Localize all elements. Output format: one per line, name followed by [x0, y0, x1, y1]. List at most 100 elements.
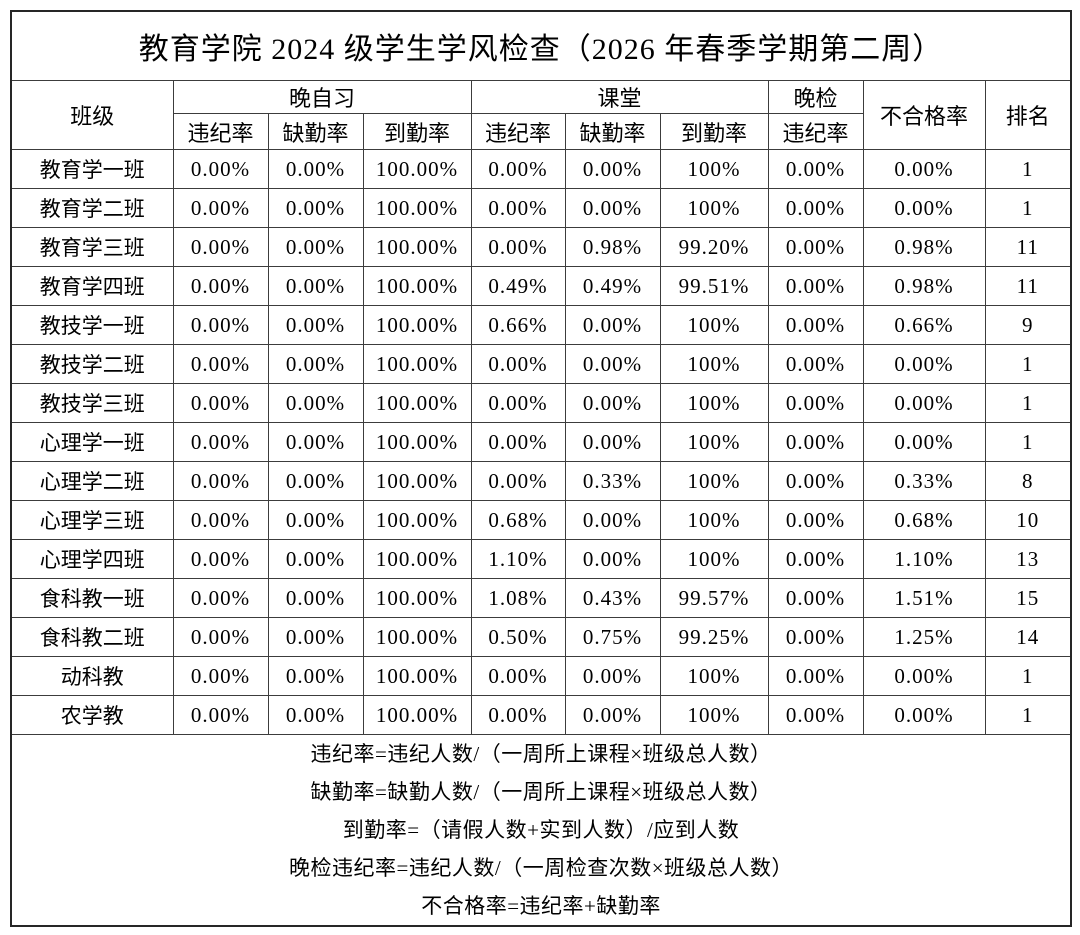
value-cell: 1	[984, 149, 1072, 189]
table-row: 心理学三班 0.00% 0.00% 100.00% 0.68% 0.00% 100% 0.00…	[10, 500, 1072, 540]
notes-row: 违纪率=违纪人数/（一周所上课程×班级总人数） 缺勤率=缺勤人数/（一周所上课程×…	[10, 734, 1072, 927]
value-cell: 1	[984, 344, 1072, 384]
value-cell: 0.00%	[470, 188, 566, 228]
value-cell: 100%	[659, 344, 769, 384]
value-cell: 0.00%	[862, 422, 986, 462]
col-header-class: 班级	[10, 80, 174, 150]
value-cell: 100.00%	[362, 344, 472, 384]
note-line: 违纪率=违纪人数/（一周所上课程×班级总人数）	[310, 742, 772, 766]
value-cell: 100.00%	[362, 656, 472, 696]
value-cell: 0.00%	[172, 656, 269, 696]
class-name-cell: 教育学二班	[10, 188, 174, 228]
class-name-cell: 心理学三班	[10, 500, 174, 540]
value-cell: 0.00%	[564, 500, 661, 540]
value-cell: 0.00%	[267, 149, 364, 189]
value-cell: 0.00%	[172, 617, 269, 657]
value-cell: 0.00%	[267, 305, 364, 345]
value-cell: 0.00%	[564, 422, 661, 462]
value-cell: 0.00%	[564, 149, 661, 189]
value-cell: 0.00%	[267, 344, 364, 384]
value-cell: 0.00%	[172, 383, 269, 423]
value-cell: 0.49%	[470, 266, 566, 306]
note-line: 不合格率=违纪率+缺勤率	[421, 894, 661, 918]
title-row: 教育学院 2024 级学生学风检查（2026 年春季学期第二周）	[10, 10, 1072, 81]
value-cell: 99.57%	[659, 578, 769, 618]
value-cell: 99.25%	[659, 617, 769, 657]
table-row: 教育学三班 0.00% 0.00% 100.00% 0.00% 0.98% 99.20% 0.…	[10, 227, 1072, 267]
value-cell: 0.00%	[564, 383, 661, 423]
class-name-cell: 动科教	[10, 656, 174, 696]
value-cell: 100%	[659, 656, 769, 696]
value-cell: 0.00%	[267, 383, 364, 423]
col-group-evening-check: 晚检	[767, 80, 864, 114]
value-cell: 100%	[659, 461, 769, 501]
value-cell: 0.00%	[564, 188, 661, 228]
value-cell: 100%	[659, 149, 769, 189]
value-cell: 9	[984, 305, 1072, 345]
class-name-cell: 食科教二班	[10, 617, 174, 657]
value-cell: 100.00%	[362, 617, 472, 657]
table-row: 食科教二班 0.00% 0.00% 100.00% 0.50% 0.75% 99.25% 0.…	[10, 617, 1072, 657]
page-title: 教育学院 2024 级学生学风检查（2026 年春季学期第二周）	[10, 10, 1072, 81]
value-cell: 1	[984, 695, 1072, 735]
value-cell: 1.25%	[862, 617, 986, 657]
header-group-row: 班级 晚自习 课堂 晚检 不合格率 排名	[10, 80, 1072, 150]
value-cell: 15	[984, 578, 1072, 618]
col-header-rank: 排名	[984, 80, 1072, 150]
value-cell: 0.00%	[767, 344, 864, 384]
value-cell: 0.00%	[172, 266, 269, 306]
value-cell: 0.75%	[564, 617, 661, 657]
value-cell: 0.00%	[767, 227, 864, 267]
class-name-cell: 教育学一班	[10, 149, 174, 189]
class-name-cell: 教技学三班	[10, 383, 174, 423]
value-cell: 0.68%	[862, 500, 986, 540]
value-cell: 0.00%	[767, 500, 864, 540]
value-cell: 100.00%	[362, 305, 472, 345]
table-row: 教育学四班 0.00% 0.00% 100.00% 0.49% 0.49% 99.51% 0.…	[10, 266, 1072, 306]
value-cell: 0.00%	[267, 539, 364, 579]
value-cell: 0.00%	[767, 422, 864, 462]
col-group-classroom: 课堂	[470, 80, 769, 114]
col-header-evening-attendance-rate: 到勤率	[362, 113, 472, 150]
note-line: 缺勤率=缺勤人数/（一周所上课程×班级总人数）	[310, 780, 772, 804]
value-cell: 0.00%	[767, 539, 864, 579]
value-cell: 0.00%	[470, 422, 566, 462]
table-body: 教育学一班 0.00% 0.00% 100.00% 0.00% 0.00% 100% 0.00…	[10, 149, 1072, 735]
value-cell: 0.00%	[172, 461, 269, 501]
value-cell: 100.00%	[362, 227, 472, 267]
value-cell: 0.00%	[172, 422, 269, 462]
value-cell: 1.08%	[470, 578, 566, 618]
class-name-cell: 心理学一班	[10, 422, 174, 462]
col-header-evening-violation-rate: 违纪率	[172, 113, 269, 150]
table-row: 农学教 0.00% 0.00% 100.00% 0.00% 0.00% 100% 0.00% 0…	[10, 695, 1072, 735]
value-cell: 100.00%	[362, 500, 472, 540]
discipline-check-table: 教育学院 2024 级学生学风检查（2026 年春季学期第二周） 班级 晚自习 …	[10, 10, 1073, 927]
col-header-check-violation-rate: 违纪率	[767, 113, 864, 150]
class-name-cell: 教技学二班	[10, 344, 174, 384]
value-cell: 0.00%	[267, 578, 364, 618]
value-cell: 0.98%	[862, 227, 986, 267]
value-cell: 100%	[659, 305, 769, 345]
value-cell: 100%	[659, 500, 769, 540]
value-cell: 99.20%	[659, 227, 769, 267]
value-cell: 100.00%	[362, 188, 472, 228]
value-cell: 0.98%	[564, 227, 661, 267]
value-cell: 0.00%	[767, 305, 864, 345]
value-cell: 0.00%	[172, 149, 269, 189]
value-cell: 0.33%	[862, 461, 986, 501]
col-header-class-violation-rate: 违纪率	[470, 113, 566, 150]
class-name-cell: 教育学四班	[10, 266, 174, 306]
note-line: 到勤率=（请假人数+实到人数）/应到人数	[342, 818, 740, 842]
table-row: 心理学二班 0.00% 0.00% 100.00% 0.00% 0.33% 100% 0.00…	[10, 461, 1072, 501]
value-cell: 0.00%	[172, 539, 269, 579]
value-cell: 0.00%	[564, 305, 661, 345]
value-cell: 0.00%	[564, 695, 661, 735]
value-cell: 0.00%	[172, 344, 269, 384]
value-cell: 0.00%	[172, 695, 269, 735]
value-cell: 100%	[659, 188, 769, 228]
value-cell: 0.43%	[564, 578, 661, 618]
value-cell: 0.00%	[564, 344, 661, 384]
value-cell: 1	[984, 188, 1072, 228]
value-cell: 0.98%	[862, 266, 986, 306]
table-row: 教技学一班 0.00% 0.00% 100.00% 0.66% 0.00% 100% 0.00…	[10, 305, 1072, 345]
